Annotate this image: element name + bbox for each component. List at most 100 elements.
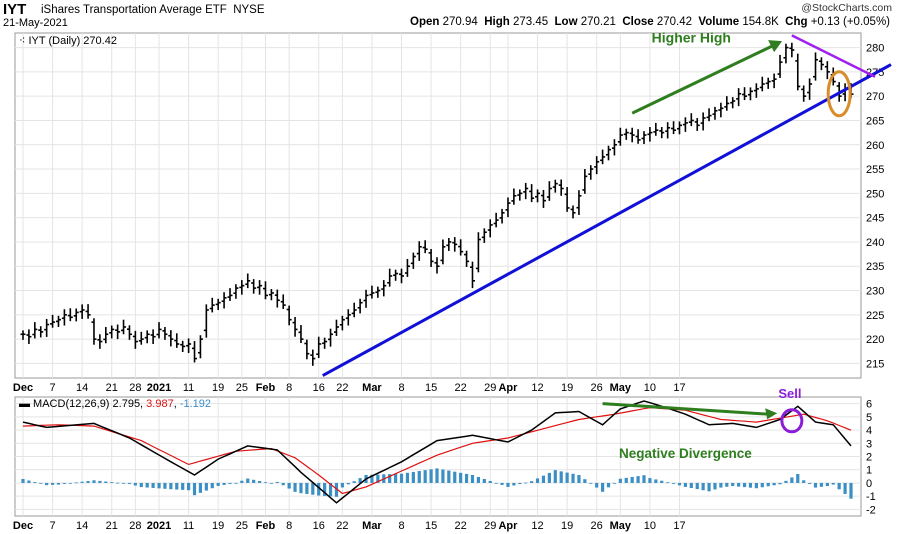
price-x-tick-label: Feb — [256, 382, 276, 394]
price-x-tick-label: 12 — [531, 382, 543, 394]
ohlc-bar — [564, 187, 570, 212]
ohlc-bar — [807, 78, 813, 100]
close-label: Close — [622, 16, 654, 28]
ohlc-bar — [682, 117, 688, 132]
ohlc-bar — [32, 322, 38, 339]
macd-histogram-bar — [181, 482, 185, 490]
macd-histogram-bar — [589, 482, 593, 484]
macd-histogram-bar — [577, 475, 581, 483]
ohlc-bar — [718, 102, 724, 118]
ohlc-summary: Open 270.94 High 273.45 Low 270.21 Close… — [410, 16, 890, 28]
macd-x-tick-label: 14 — [76, 520, 88, 532]
ohlc-bar — [55, 315, 61, 327]
macd-histogram-bar — [92, 480, 96, 483]
macd-histogram-bar — [27, 480, 31, 483]
price-x-tick-label: 2021 — [147, 382, 171, 394]
price-x-tick-label: 22 — [455, 382, 467, 394]
macd-histogram-bar — [257, 481, 262, 483]
macd-legend-sep: , — [174, 398, 180, 410]
ohlc-bar — [452, 237, 458, 252]
macd-x-tick-label: 22 — [336, 520, 348, 532]
ohlc-bar — [422, 240, 428, 254]
sell-circle-marker — [780, 408, 804, 434]
macd-histogram-bar — [695, 482, 699, 490]
macd-histogram-bar — [707, 482, 711, 492]
macd-x-tick-label: 19 — [561, 520, 573, 532]
macd-histogram-bar — [453, 471, 457, 483]
price-x-tick-label: May — [610, 382, 632, 394]
macd-histogram-bar — [45, 482, 49, 486]
macd-histogram-bar — [790, 477, 794, 483]
macd-histogram-bar — [701, 482, 705, 491]
chart-header: IYT iShares Transportation Average ETF N… — [0, 0, 900, 32]
ohlc-bar — [197, 335, 203, 359]
macd-x-tick-label: 12 — [531, 520, 543, 532]
price-y-tick-label: 230 — [866, 286, 884, 298]
macd-histogram-bar — [654, 479, 658, 483]
macd-y-tick-label: 1 — [866, 465, 872, 477]
macd-histogram-bar — [429, 469, 433, 483]
exchange-label: NYSE — [233, 4, 265, 16]
macd-histogram-bar — [606, 482, 611, 488]
macd-x-tick-label: 19 — [212, 520, 224, 532]
ohlc-bar — [623, 128, 629, 140]
ohlc-bar — [73, 308, 79, 322]
ohlc-bar — [67, 308, 73, 322]
macd-histogram-bar — [601, 482, 605, 492]
macd-histogram-bar — [737, 482, 741, 487]
ohlc-bar — [38, 326, 44, 338]
macd-histogram-bar — [459, 472, 463, 483]
macd-y-tick-label: 3 — [866, 438, 872, 450]
macd-x-tick-label: 26 — [591, 520, 603, 532]
ohlc-bar — [795, 53, 801, 91]
ohlc-bar — [26, 329, 32, 344]
ohlc-bar — [404, 258, 410, 277]
ohlc-bar — [132, 330, 138, 349]
ohlc-bar — [209, 297, 215, 313]
quote-date: 21-May-2021 — [3, 17, 68, 29]
macd-x-tick-label: 15 — [425, 520, 437, 532]
macd-histogram-bar — [802, 480, 806, 483]
ohlc-bar — [316, 336, 322, 359]
macd-histogram-bar — [204, 482, 208, 491]
macd-histogram-bar — [139, 482, 143, 488]
macd-histogram-bar — [394, 473, 398, 483]
ohlc-bar — [339, 315, 345, 331]
ohlc-bar — [310, 349, 316, 366]
macd-histogram-bar — [145, 482, 149, 488]
macd-histogram-bar — [121, 482, 126, 484]
macd-histogram-bar — [541, 475, 546, 483]
ohlc-bar — [629, 127, 635, 143]
macd-y-tick-label: 5 — [866, 412, 872, 424]
ohlc-bar — [369, 285, 375, 299]
macd-x-tick-label: 28 — [129, 520, 141, 532]
ohlc-bar — [345, 309, 351, 326]
ohlc-bar — [168, 330, 174, 347]
macd-histogram-bar — [175, 482, 179, 490]
macd-histogram-bar — [742, 482, 747, 488]
ohlc-bar — [747, 87, 753, 101]
ohlc-bar — [150, 329, 156, 344]
macd-histogram-bar — [642, 475, 646, 483]
ohlc-bar — [203, 304, 209, 338]
price-legend: ⁖ IYT (Daily) 270.42 — [19, 35, 117, 47]
ohlc-bar — [393, 269, 399, 281]
ohlc-bar — [115, 324, 121, 340]
macd-histogram-bar — [524, 482, 528, 484]
macd-histogram-bar — [512, 482, 516, 486]
ohlc-bar — [671, 121, 677, 135]
ohlc-bar — [576, 190, 582, 215]
macd-histogram-bar — [86, 481, 90, 483]
ohlc-bar — [215, 298, 221, 310]
macd-histogram-bar — [192, 482, 197, 496]
ohlc-bar — [121, 319, 127, 335]
macd-histogram-bar — [234, 482, 238, 484]
price-x-tick-label: 7 — [50, 382, 56, 394]
ohlc-bar — [588, 165, 594, 180]
macd-histogram-bar — [784, 480, 788, 483]
macd-histogram-bar — [68, 482, 72, 484]
ohlc-bar — [44, 318, 50, 337]
macd-histogram-bar — [500, 482, 504, 485]
ticker-symbol: IYT — [3, 1, 27, 18]
ohlc-bar — [440, 239, 446, 265]
